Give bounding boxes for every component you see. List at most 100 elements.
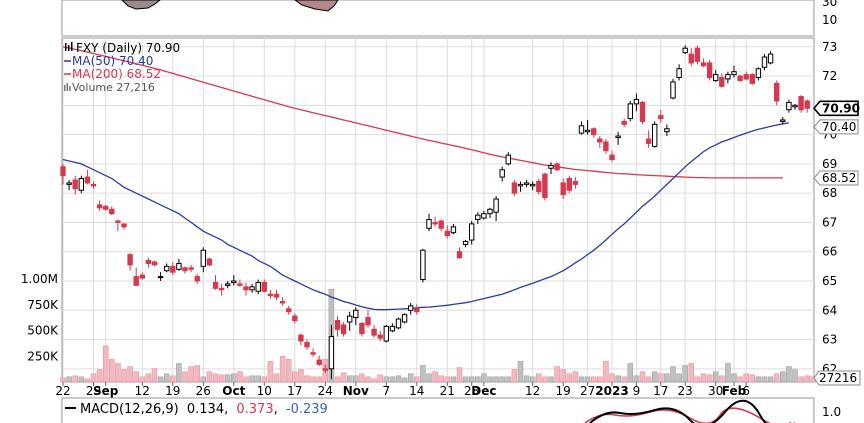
date-tick-label: 17 xyxy=(653,384,668,398)
date-tick-label: 22 xyxy=(55,384,70,398)
volume-bar xyxy=(96,369,103,383)
candle-body xyxy=(408,305,414,311)
volume-bar xyxy=(536,373,542,383)
volume-bar xyxy=(407,373,414,383)
legend-ma200: MA(200) 68.52 xyxy=(72,67,161,81)
volume-bar xyxy=(432,371,438,383)
legend: FXY (Daily) 70.90 MA(50) 70.40 MA(200) 6… xyxy=(64,41,180,94)
macd-line xyxy=(589,399,795,423)
volume-bar xyxy=(706,374,713,383)
price-panel-frame xyxy=(61,37,815,383)
macd-signal-line xyxy=(584,407,791,423)
candle-body xyxy=(621,120,627,125)
volume-bar xyxy=(371,378,377,383)
candle-body xyxy=(444,230,451,237)
candle-body xyxy=(639,101,646,122)
volume-bar xyxy=(780,371,786,383)
candle-body xyxy=(60,166,66,177)
candle-body xyxy=(353,309,359,319)
price-tag-label: 68.52 xyxy=(822,171,856,185)
candle-body xyxy=(432,221,438,225)
volume-bar xyxy=(468,376,475,383)
candle-body xyxy=(591,128,597,136)
candle-body xyxy=(737,75,743,81)
volume-bar xyxy=(212,373,219,383)
volume-bar xyxy=(450,376,457,383)
top-axis-tick-30: 30 xyxy=(822,0,837,9)
volume-bar xyxy=(804,375,810,383)
macd-label: MACD(12,26,9) xyxy=(80,402,179,417)
date-tick-label: 10 xyxy=(257,384,272,398)
volume-bar xyxy=(218,374,225,383)
candle-body xyxy=(481,213,487,219)
candle-body xyxy=(426,219,432,229)
date-tick-label: 24 xyxy=(318,384,333,398)
volume-bar xyxy=(292,371,298,383)
moving-averages xyxy=(62,46,789,311)
date-tick-label: 21 xyxy=(440,384,455,398)
volume-bar xyxy=(523,375,530,383)
volume-bar xyxy=(261,376,268,383)
macd-legend: MACD(12,26,9) 0.134, 0.373, -0.239 xyxy=(80,402,328,417)
volume-bar xyxy=(200,376,207,383)
volume-bar xyxy=(719,375,725,383)
price-tag-label: 70.90 xyxy=(822,101,860,115)
volume-bar xyxy=(127,366,133,383)
candle-body xyxy=(316,359,322,365)
candle-body xyxy=(688,53,694,64)
volume-bar xyxy=(102,345,109,383)
volume-bar xyxy=(273,373,280,383)
volume-bar xyxy=(615,375,621,383)
gridlines xyxy=(62,38,814,382)
candle-body xyxy=(109,208,115,215)
volume-bar xyxy=(725,363,731,383)
legend-ma50: MA(50) 70.40 xyxy=(72,54,153,68)
volume-bar xyxy=(786,366,792,383)
date-tick-label: 28 xyxy=(464,384,479,398)
candle-body xyxy=(261,281,268,292)
candle-body xyxy=(542,173,548,199)
candle-body xyxy=(743,74,749,80)
volume-bar xyxy=(84,378,91,383)
volume-bar xyxy=(658,373,664,383)
date-tick-label: 9 xyxy=(633,384,641,398)
price-tick-label: 73 xyxy=(822,40,837,54)
candle-body xyxy=(218,287,225,291)
candle-body xyxy=(90,183,97,187)
volume-bar xyxy=(145,373,152,383)
candle-body xyxy=(322,368,329,371)
candle-body xyxy=(597,138,603,143)
candle-body xyxy=(554,163,560,171)
candle-body xyxy=(609,154,615,160)
volume-bar xyxy=(267,361,274,383)
candle-body xyxy=(469,223,475,241)
volume-bar xyxy=(743,373,749,383)
candle-body xyxy=(530,183,536,187)
candle-body xyxy=(121,223,127,228)
candle-body xyxy=(731,71,737,76)
candle-body xyxy=(456,251,463,259)
candle-body xyxy=(139,274,146,279)
volume-bar xyxy=(224,374,231,383)
candle-body xyxy=(566,178,572,191)
volume-bar xyxy=(121,369,127,383)
volume-bar xyxy=(798,376,804,383)
date-tick-label: 14 xyxy=(409,384,424,398)
volume-bar xyxy=(688,363,695,383)
volume-bar xyxy=(590,376,597,383)
candle-body xyxy=(249,286,255,291)
volume-bar xyxy=(316,376,322,383)
volume-bar xyxy=(456,367,463,383)
volume-bar xyxy=(627,363,634,383)
price-tag-box xyxy=(812,100,859,117)
volume-bar xyxy=(310,376,316,383)
volume-bar xyxy=(255,375,261,383)
candle-body xyxy=(706,62,713,79)
volume-bar xyxy=(529,376,536,383)
candle-body xyxy=(462,240,469,245)
macd-histogram-value: -0.239 xyxy=(286,402,328,417)
volume-bar xyxy=(700,373,707,383)
candle-body xyxy=(645,138,652,144)
